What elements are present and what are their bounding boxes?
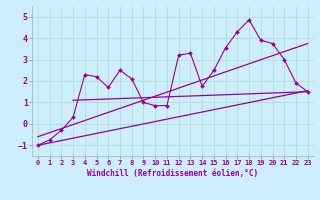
X-axis label: Windchill (Refroidissement éolien,°C): Windchill (Refroidissement éolien,°C)	[87, 169, 258, 178]
